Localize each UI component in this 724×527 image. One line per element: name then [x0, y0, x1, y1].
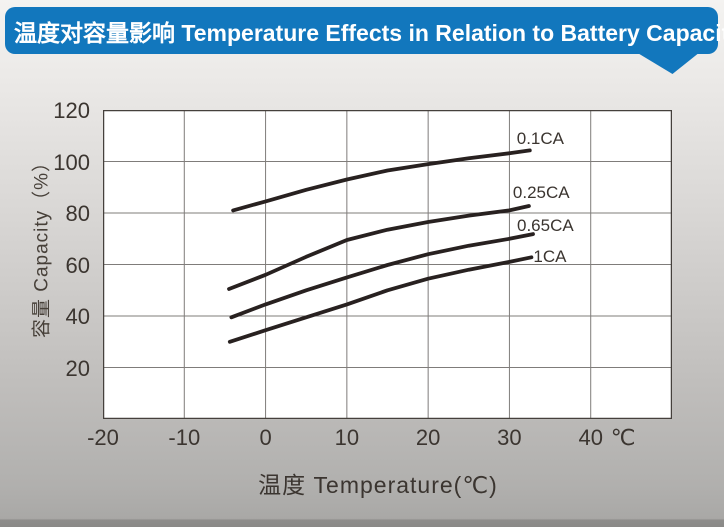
x-axis-title: 温度 Temperature(℃) [258, 472, 498, 498]
y-tick-label: 80 [65, 201, 90, 226]
y-tick-label: 40 [65, 304, 90, 329]
x-tick-label: -20 [87, 425, 119, 450]
x-tick-label: 40 [578, 425, 603, 450]
y-tick-label: 100 [53, 149, 90, 175]
curve-1CA [227, 255, 534, 344]
series-label-1CA: 1CA [533, 247, 567, 267]
y-tick-label: 60 [65, 252, 90, 278]
x-tick-label: 20 [415, 425, 441, 450]
capacity-vs-temperature-chart [103, 110, 672, 419]
curve-0.25CA [227, 204, 531, 291]
page-title: 温度对容量影响 Temperature Effects in Relation … [14, 19, 724, 46]
plot-border [103, 110, 672, 419]
x-tick-label: 0 [259, 425, 272, 450]
y-axis-title: 容量 Capacity（%） [31, 151, 53, 339]
x-tick-label: 30 [497, 425, 522, 450]
series-label-0.25CA: 0.25CA [512, 183, 570, 203]
x-tick-label: -10 [168, 425, 201, 450]
series-label-0.65CA: 0.65CA [517, 216, 574, 236]
header-banner: 温度对容量影响 Temperature Effects in Relation … [5, 7, 724, 54]
y-tick-label: 120 [53, 98, 90, 123]
y-tick-label: 20 [65, 355, 90, 381]
curve-0.65CA [229, 232, 535, 320]
x-axis-unit: ℃ [610, 425, 636, 450]
x-tick-label: 10 [334, 425, 360, 450]
series-label-0.1CA: 0.1CA [516, 129, 564, 149]
banner-speech-tail [636, 52, 700, 74]
curve-0.1CA [231, 148, 532, 213]
